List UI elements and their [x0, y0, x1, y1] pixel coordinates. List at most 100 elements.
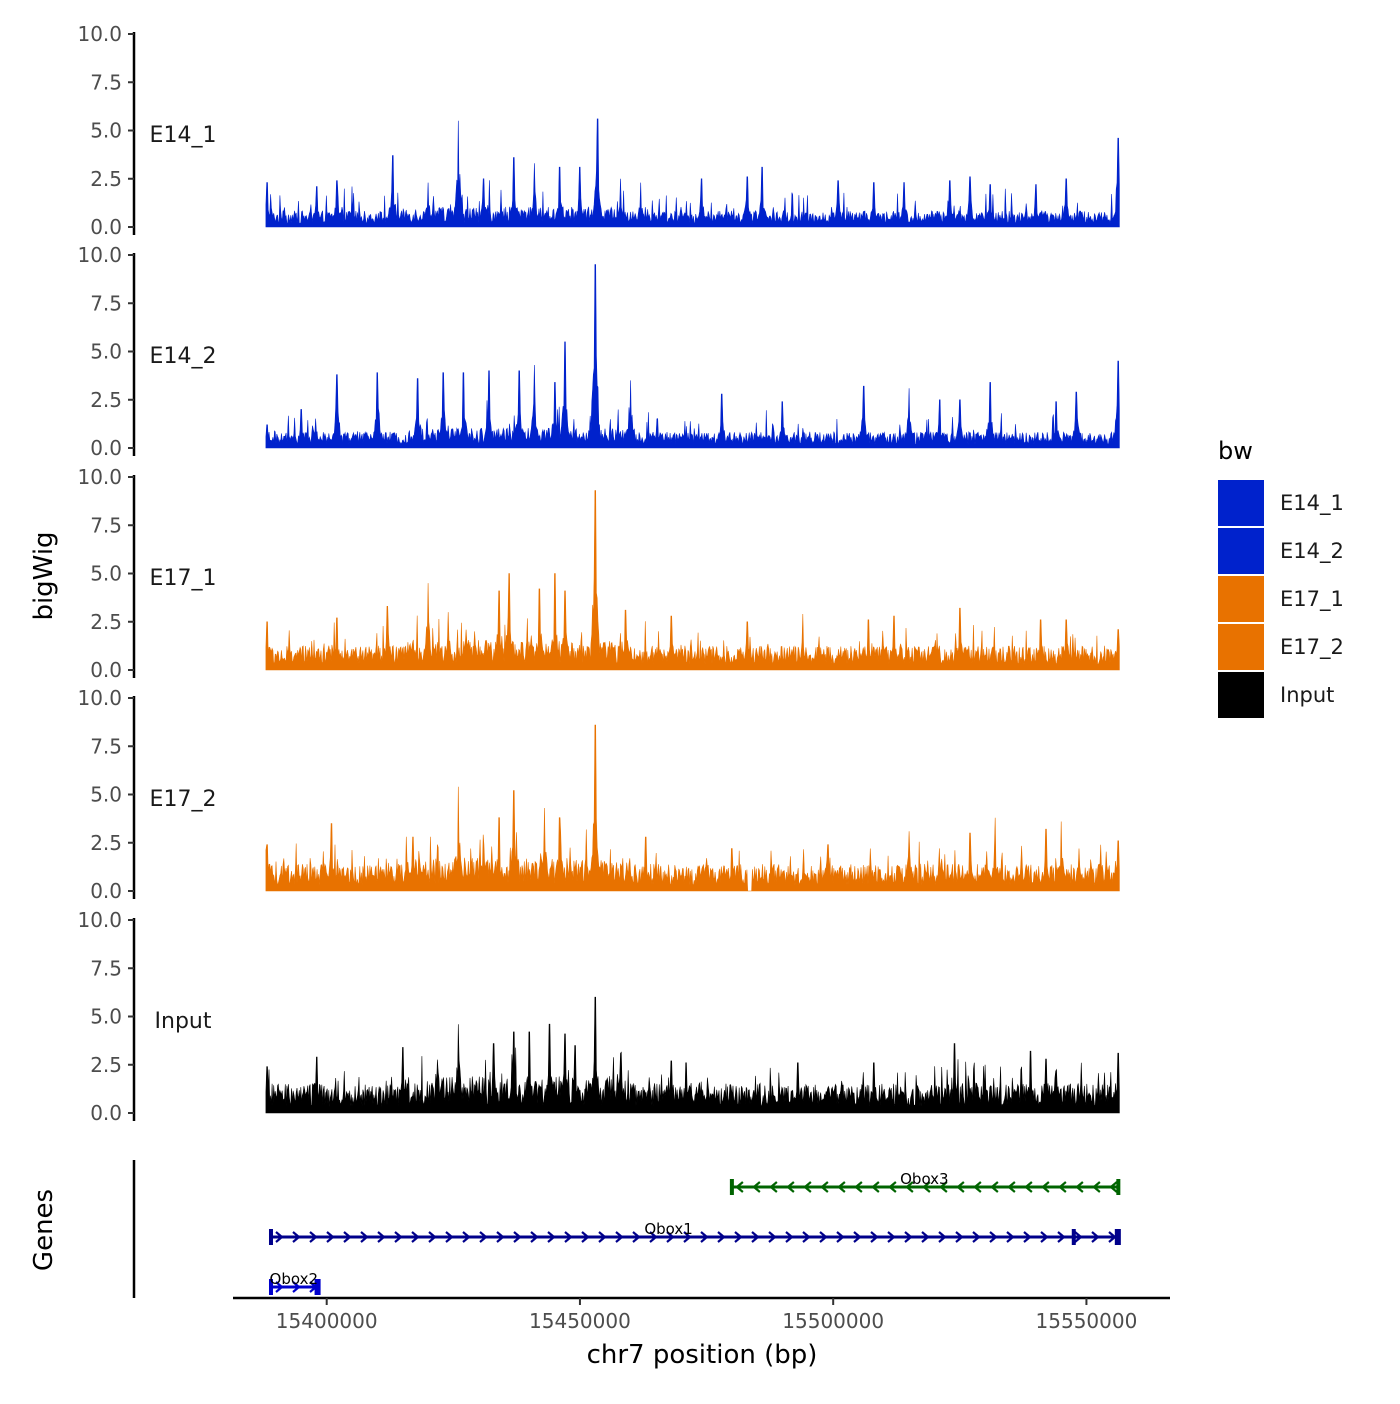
strand-arrow — [411, 1231, 420, 1243]
strand-arrow — [870, 1231, 879, 1243]
strand-arrow — [683, 1231, 692, 1243]
legend-swatch — [1218, 576, 1264, 622]
legend-label: E17_1 — [1280, 587, 1344, 612]
strand-arrow — [1040, 1231, 1049, 1243]
y-tick-label: 5.0 — [90, 783, 122, 807]
strand-arrow — [938, 1231, 947, 1243]
strand-arrow — [973, 1181, 982, 1193]
strand-arrow — [752, 1181, 761, 1193]
strand-arrow — [921, 1231, 930, 1243]
strand-arrow — [649, 1231, 658, 1243]
y-tick-label: 7.5 — [90, 734, 122, 758]
strand-arrow — [1041, 1181, 1050, 1193]
strand-arrow — [853, 1231, 862, 1243]
legend-swatch — [1218, 672, 1264, 718]
coverage-area-E14_1 — [265, 118, 1120, 228]
legend: bw E14_1 E14_2 E17_1 E17_2 Input — [1218, 437, 1344, 718]
legend-entry-E17_2: E17_2 — [1218, 624, 1344, 670]
genes-axis-title: Genes — [29, 1189, 59, 1271]
exon-mark — [1071, 1229, 1076, 1245]
gene-label: Obox3 — [900, 1170, 948, 1188]
strand-arrow — [837, 1181, 846, 1193]
strand-arrow — [989, 1231, 998, 1243]
legend-entry-E14_2: E14_2 — [1218, 528, 1344, 574]
track-label: E17_1 — [150, 566, 217, 591]
strand-arrow — [598, 1231, 607, 1243]
x-tick-label: 15400000 — [276, 1309, 378, 1333]
strand-arrow — [717, 1231, 726, 1243]
strand-arrow — [343, 1231, 352, 1243]
strand-arrow — [547, 1231, 556, 1243]
exon-mark — [1114, 1229, 1119, 1245]
coverage-area-E17_2 — [265, 724, 1120, 892]
strand-arrow — [292, 1231, 301, 1243]
exon-mark — [316, 1279, 321, 1295]
y-tick-label: 2.5 — [90, 167, 122, 191]
strand-arrow — [513, 1231, 522, 1243]
exon-mark — [268, 1229, 273, 1245]
y-tick-label: 10.0 — [77, 465, 122, 489]
y-tick-label: 0.0 — [90, 658, 122, 682]
strand-arrow — [1024, 1181, 1033, 1193]
legend-entry-Input: Input — [1218, 672, 1334, 718]
x-tick-label: 15500000 — [782, 1309, 884, 1333]
exon-mark — [268, 1279, 273, 1295]
track-E14_2: 0.0 2.5 5.0 7.5 10.0 E14_2 — [77, 243, 1120, 460]
strand-arrow — [888, 1181, 897, 1193]
y-tick-label: 0.0 — [90, 215, 122, 239]
strand-arrow — [462, 1231, 471, 1243]
strand-arrow — [666, 1231, 675, 1243]
strand-arrow — [496, 1231, 505, 1243]
strand-arrow — [905, 1181, 914, 1193]
x-axis-title: chr7 position (bp) — [587, 1340, 818, 1370]
strand-arrow — [445, 1231, 454, 1243]
exon-mark — [729, 1179, 734, 1195]
y-tick-label: 5.0 — [90, 562, 122, 586]
y-tick-label: 10.0 — [77, 243, 122, 267]
strand-arrow — [1058, 1181, 1067, 1193]
strand-arrow — [803, 1181, 812, 1193]
track-E17_1: 0.0 2.5 5.0 7.5 10.0 E17_1 — [77, 465, 1120, 682]
legend-swatch — [1218, 480, 1264, 526]
x-tick-label: 15450000 — [529, 1309, 631, 1333]
track-label: E14_2 — [150, 344, 217, 369]
gene-Obox2: Obox2 — [268, 1270, 321, 1295]
x-tick-label: 15550000 — [1036, 1309, 1138, 1333]
legend-swatch — [1218, 624, 1264, 670]
strand-arrow — [394, 1231, 403, 1243]
strand-arrow — [955, 1231, 964, 1243]
track-label: Input — [155, 1009, 212, 1034]
strand-arrow — [734, 1231, 743, 1243]
legend-label: E14_1 — [1280, 491, 1344, 516]
strand-arrow — [904, 1231, 913, 1243]
strand-arrow — [751, 1231, 760, 1243]
y-tick-label: 2.5 — [90, 831, 122, 855]
strand-arrow — [956, 1181, 965, 1193]
strand-arrow — [700, 1231, 709, 1243]
strand-arrow — [377, 1231, 386, 1243]
strand-arrow — [564, 1231, 573, 1243]
strand-arrow — [1057, 1231, 1066, 1243]
exon-mark — [314, 1279, 319, 1295]
y-tick-label: 0.0 — [90, 879, 122, 903]
coverage-area-Input — [265, 996, 1120, 1114]
strand-arrow — [735, 1181, 744, 1193]
strand-arrow — [819, 1231, 828, 1243]
strand-arrow — [768, 1231, 777, 1243]
strand-arrow — [360, 1231, 369, 1243]
strand-arrow — [871, 1181, 880, 1193]
strand-arrow — [275, 1231, 284, 1243]
track-Input: 0.0 2.5 5.0 7.5 10.0 Input — [77, 908, 1120, 1125]
coverage-area-E17_1 — [265, 490, 1120, 671]
strand-arrow — [990, 1181, 999, 1193]
legend-swatch — [1218, 528, 1264, 574]
legend-label: E14_2 — [1280, 539, 1344, 564]
gene-label: Obox1 — [644, 1220, 692, 1238]
strand-arrow — [836, 1231, 845, 1243]
track-E17_2: 0.0 2.5 5.0 7.5 10.0 E17_2 — [77, 686, 1120, 903]
strand-arrow — [1074, 1231, 1083, 1243]
strand-arrow — [581, 1231, 590, 1243]
strand-arrow — [972, 1231, 981, 1243]
y-tick-label: 10.0 — [77, 908, 122, 932]
